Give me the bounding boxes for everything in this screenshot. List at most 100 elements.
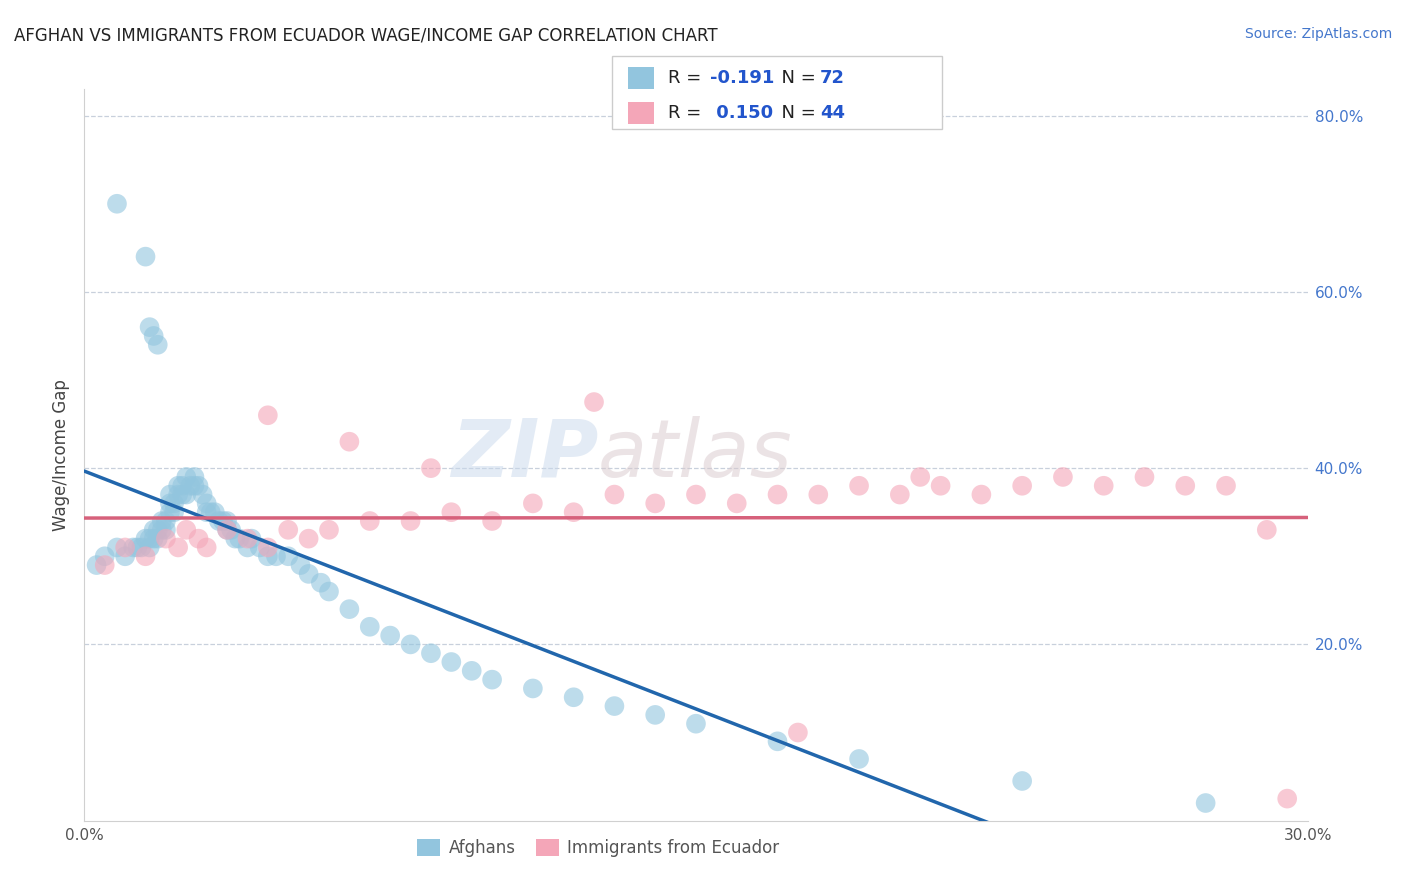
Point (399, 514, 422, 528)
Point (114, 549, 136, 564)
Point (848, 479, 870, 493)
Y-axis label: Wage/Income Gap: Wage/Income Gap (52, 379, 70, 531)
Point (339, 434, 361, 449)
Point (200, 505, 222, 519)
Point (236, 532, 259, 546)
Point (257, 409, 280, 423)
Text: -0.191: -0.191 (710, 70, 775, 87)
Point (277, 523, 299, 537)
Point (138, 532, 160, 546)
Point (257, 541, 280, 555)
Point (195, 541, 218, 555)
Point (910, 470, 932, 484)
Point (1092, 479, 1115, 493)
Point (159, 505, 181, 519)
Point (1256, 523, 1278, 537)
Point (219, 523, 242, 537)
Point (159, 487, 181, 501)
Text: N =: N = (770, 104, 823, 122)
Text: N =: N = (770, 70, 823, 87)
Point (298, 566, 321, 581)
Point (146, 532, 169, 546)
Point (179, 479, 201, 493)
Point (135, 532, 157, 546)
Point (191, 487, 214, 501)
Point (787, 725, 810, 739)
Point (114, 541, 136, 555)
Point (399, 637, 422, 651)
Point (174, 487, 197, 501)
Point (380, 629, 402, 643)
Point (290, 558, 312, 572)
Point (163, 496, 186, 510)
Point (440, 505, 463, 519)
Point (562, 505, 585, 519)
Point (685, 716, 707, 731)
Point (146, 523, 169, 537)
Point (105, 196, 128, 211)
Point (240, 532, 263, 546)
Text: atlas: atlas (598, 416, 793, 494)
Point (249, 541, 271, 555)
Point (167, 487, 190, 501)
Point (174, 523, 197, 537)
Point (766, 734, 789, 748)
Point (685, 487, 707, 501)
Point (1174, 479, 1197, 493)
Point (204, 505, 226, 519)
Point (187, 532, 209, 546)
Point (187, 479, 209, 493)
Text: 72: 72 (820, 70, 845, 87)
Point (217, 514, 239, 528)
Text: Source: ZipAtlas.com: Source: ZipAtlas.com (1244, 27, 1392, 41)
Point (318, 523, 340, 537)
Point (142, 523, 165, 537)
Point (848, 752, 870, 766)
Point (1277, 791, 1299, 805)
Point (217, 523, 239, 537)
Text: 44: 44 (820, 104, 845, 122)
Point (105, 541, 128, 555)
Point (172, 479, 194, 493)
Point (167, 479, 190, 493)
Point (309, 575, 332, 590)
Legend: Afghans, Immigrants from Ecuador: Afghans, Immigrants from Ecuador (411, 832, 786, 863)
Point (929, 479, 952, 493)
Text: 0.150: 0.150 (710, 104, 773, 122)
Point (583, 395, 606, 409)
Point (163, 505, 186, 519)
Point (420, 461, 443, 475)
Point (122, 541, 145, 555)
Point (257, 549, 280, 564)
Point (1195, 796, 1218, 810)
Point (183, 470, 205, 484)
Point (359, 620, 381, 634)
Point (1011, 774, 1033, 789)
Point (224, 532, 246, 546)
Point (766, 487, 789, 501)
Point (217, 523, 239, 537)
Point (461, 664, 484, 678)
Point (440, 655, 463, 669)
Point (159, 496, 181, 510)
Point (155, 532, 177, 546)
Point (167, 541, 190, 555)
Text: R =: R = (668, 104, 707, 122)
Point (212, 514, 235, 528)
Point (1133, 470, 1156, 484)
Point (318, 584, 340, 599)
Point (603, 487, 626, 501)
Point (1052, 470, 1074, 484)
Point (155, 523, 177, 537)
Point (146, 338, 169, 352)
Point (481, 514, 503, 528)
Point (603, 699, 626, 714)
Point (138, 320, 160, 334)
Point (725, 496, 748, 510)
Point (359, 514, 381, 528)
Point (264, 549, 287, 564)
Point (562, 690, 585, 705)
Point (150, 514, 173, 528)
Point (183, 479, 205, 493)
Point (135, 549, 157, 564)
